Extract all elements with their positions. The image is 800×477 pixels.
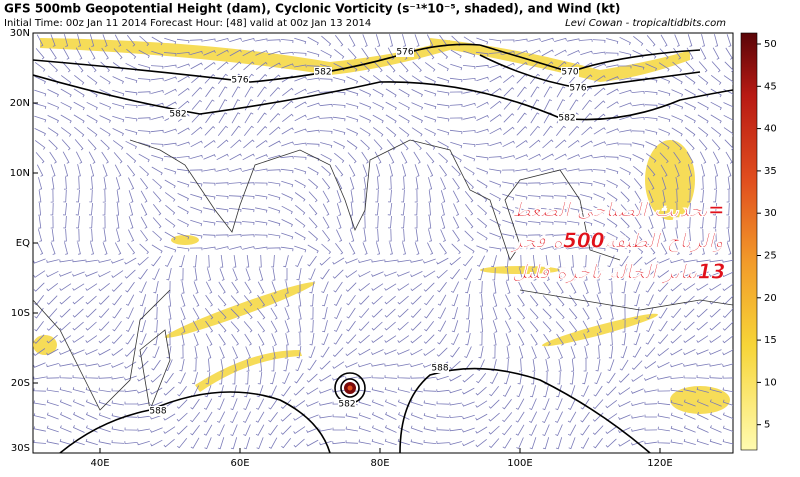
contour-label: 588 bbox=[149, 407, 166, 417]
contour-label-bg bbox=[561, 67, 579, 77]
contour-label-bg bbox=[431, 363, 449, 373]
contour-label: 576 bbox=[396, 48, 413, 58]
colorbar-tick-label: 30 bbox=[764, 208, 777, 219]
annotation-line: 13يناير الحالة تاخرة قليل bbox=[512, 260, 725, 285]
map-frame bbox=[32, 32, 734, 454]
colorbar-tick-label: 50 bbox=[764, 39, 777, 50]
coastlines bbox=[33, 139, 733, 412]
contour-labels: 576 576 582 582 570 576 582 588 582 588 bbox=[149, 47, 587, 417]
contour-label-bg bbox=[314, 67, 332, 77]
lat-label: 10N bbox=[10, 168, 30, 179]
lon-label: 80E bbox=[370, 458, 389, 469]
contour-label-bg bbox=[231, 75, 249, 85]
contour-label-bg bbox=[338, 399, 356, 409]
contour-label-bg bbox=[569, 83, 587, 93]
colorbar-tick-label: 10 bbox=[764, 377, 777, 388]
subtitle: Initial Time: 00z Jan 11 2014 Forecast H… bbox=[4, 18, 371, 29]
colorbar-tick-label: 45 bbox=[764, 81, 777, 92]
colorbar-tick-label: 35 bbox=[764, 166, 777, 177]
contour-label: 576 bbox=[231, 76, 248, 86]
contour-label-bg bbox=[396, 47, 414, 57]
lat-label: EQ bbox=[16, 238, 30, 249]
map-body bbox=[33, 34, 733, 453]
colorbar-tick-label: 5 bbox=[764, 420, 770, 431]
contour-label: 582 bbox=[338, 400, 355, 410]
contour-label-bg bbox=[149, 406, 167, 416]
colorbar-tick-label: 15 bbox=[764, 335, 777, 346]
lat-label: 10S bbox=[11, 308, 30, 319]
contour-label: 582 bbox=[558, 114, 575, 124]
lat-label: 20N bbox=[10, 98, 30, 109]
colorbar-tick-label: 20 bbox=[764, 293, 777, 304]
title: GFS 500mb Geopotential Height (dam), Cyc… bbox=[4, 2, 620, 16]
colorbar bbox=[740, 32, 758, 451]
lon-label: 100E bbox=[507, 458, 532, 469]
lat-label: 30S bbox=[11, 443, 30, 454]
contour-label-bg bbox=[169, 109, 187, 119]
lon-label: 120E bbox=[647, 458, 672, 469]
colorbar-tick-label: 25 bbox=[764, 251, 777, 262]
annotation: =تحديث الصباحي الضغط والرياح الطبقة500ه ف… bbox=[509, 197, 726, 285]
annotation-line: =تحديث الصباحي الضغط bbox=[512, 198, 725, 223]
colorbar-tick-label: 40 bbox=[764, 124, 777, 135]
cyclone-center bbox=[347, 385, 353, 391]
lon-label: 60E bbox=[230, 458, 249, 469]
contour-label: 588 bbox=[431, 364, 448, 374]
lat-label: 30N bbox=[10, 28, 30, 39]
contour-label: 570 bbox=[561, 68, 578, 78]
contour-label: 582 bbox=[169, 110, 186, 120]
contour-label-bg bbox=[558, 113, 576, 123]
contour-label: 576 bbox=[569, 84, 586, 94]
lon-label: 40E bbox=[90, 458, 109, 469]
contour-label: 582 bbox=[314, 68, 331, 78]
wind-barbs bbox=[33, 34, 733, 450]
lat-label: 20S bbox=[11, 378, 30, 389]
credit: Levi Cowan - tropicaltidbits.com bbox=[565, 18, 726, 29]
annotation-line: والرياح الطبقة500ه فجر bbox=[509, 229, 724, 254]
